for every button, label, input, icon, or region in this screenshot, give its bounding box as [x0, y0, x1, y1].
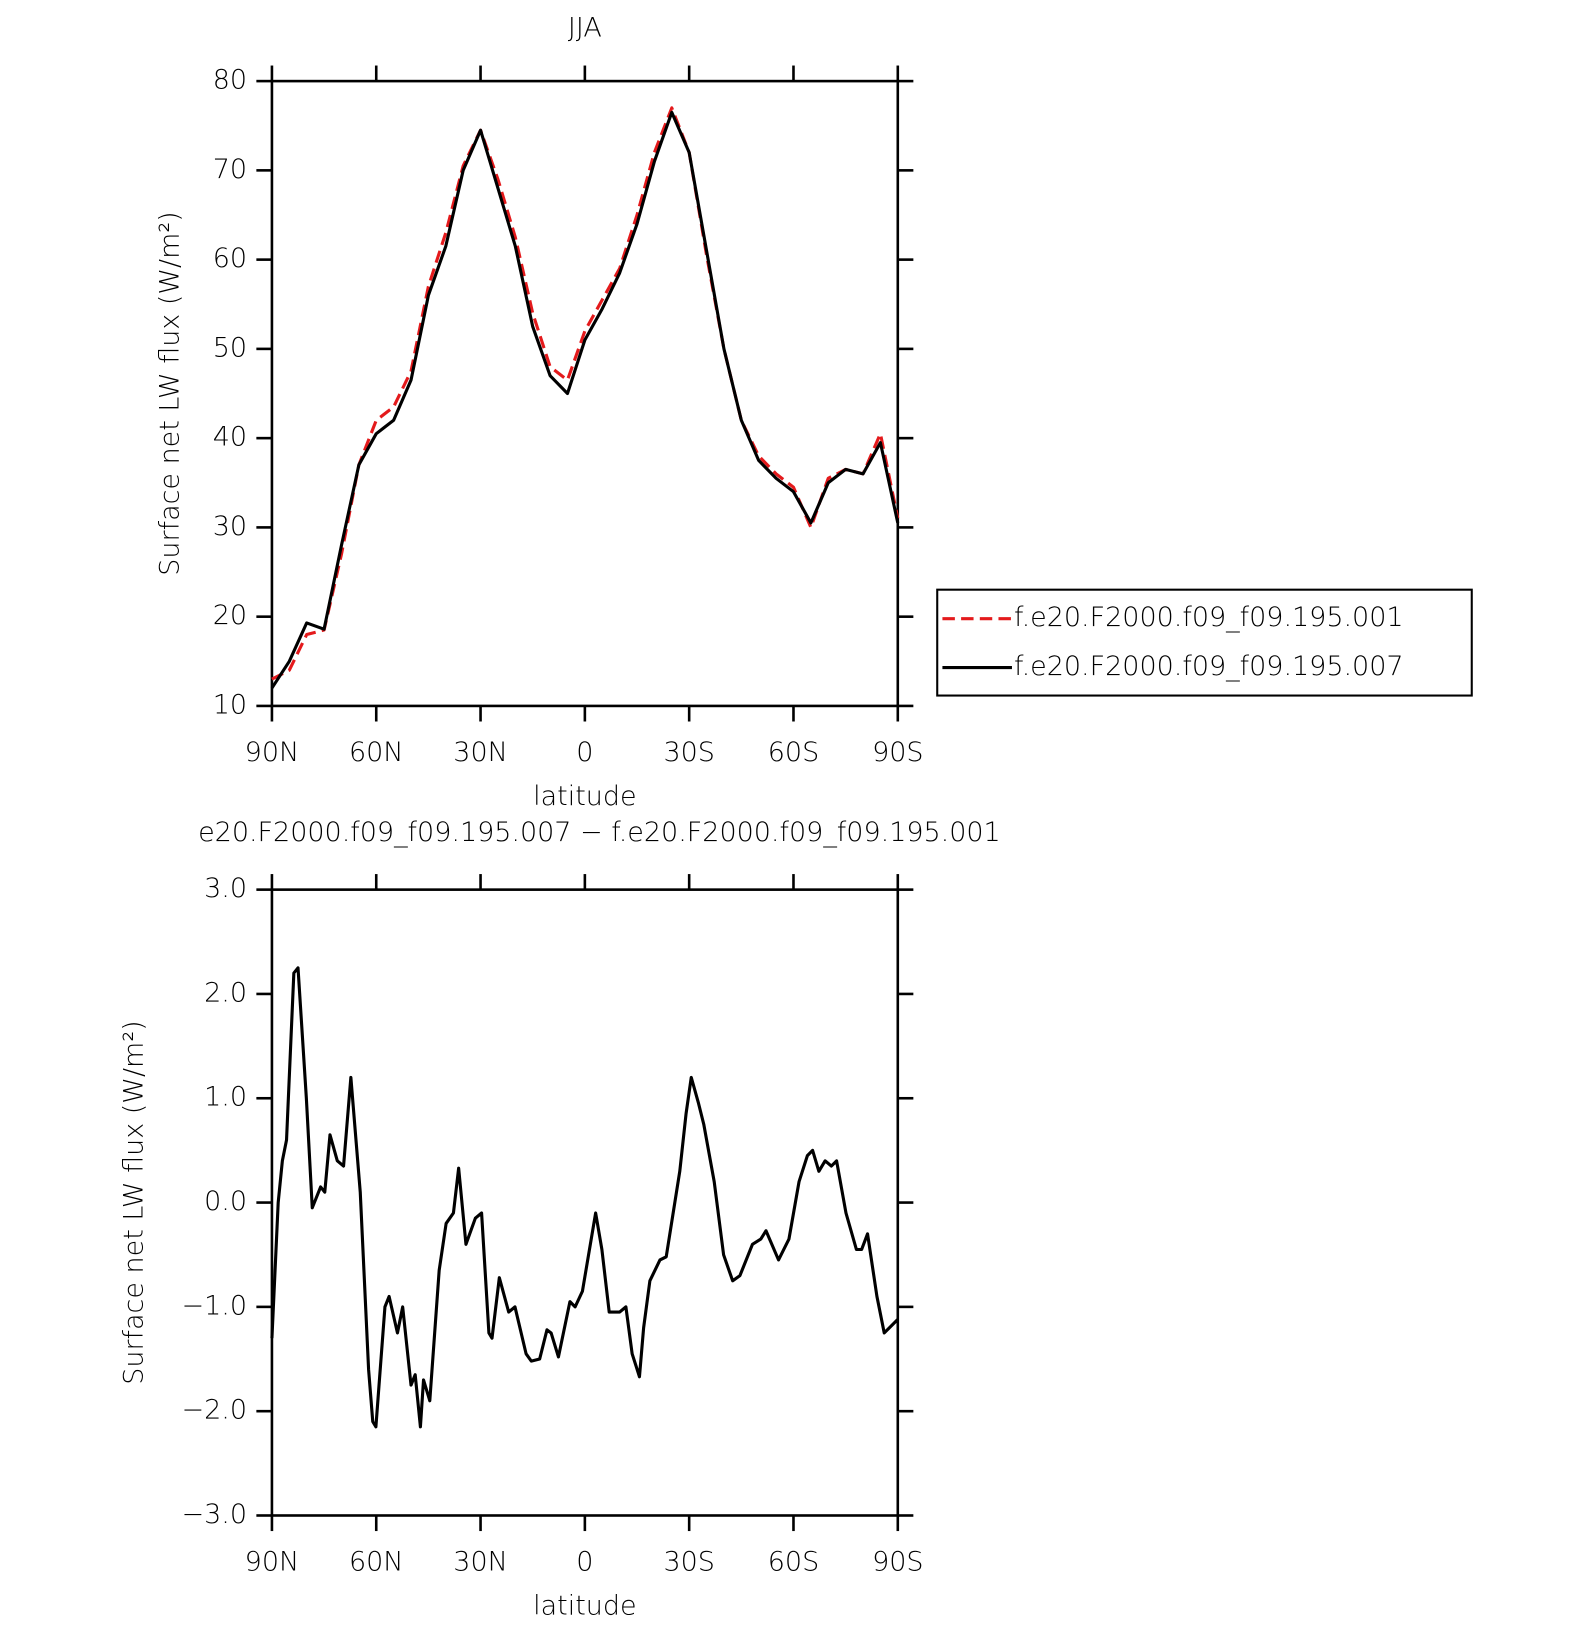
y-tick-label: 0.0 [204, 1186, 247, 1217]
y-tick-label: 1.0 [204, 1082, 247, 1113]
y-tick-label: 2.0 [204, 977, 247, 1008]
y-tick-label: 60 [213, 243, 247, 274]
x-tick-label: 30S [663, 1547, 714, 1578]
data-line [271, 106, 900, 681]
data-line [270, 110, 900, 689]
x-tick-label: 90N [245, 1547, 299, 1578]
x-axis-label: latitude [533, 781, 636, 812]
x-tick-label: 0 [576, 737, 593, 768]
y-tick-label: −3.0 [182, 1499, 248, 1530]
plot-frame [270, 888, 900, 1517]
x-tick-label: 30N [453, 1547, 507, 1578]
legend-label: f.e20.F2000.f09_f09.195.007 [1014, 651, 1404, 682]
x-tick-label: 60S [768, 1547, 819, 1578]
y-tick-label: −2.0 [182, 1395, 248, 1426]
x-tick-label: 30N [453, 737, 507, 768]
y-tick-label: 30 [213, 511, 247, 542]
chart-title: JJA [568, 13, 602, 44]
x-tick-label: 90N [245, 737, 299, 768]
x-tick-label: 90S [872, 1547, 923, 1578]
y-tick-label: −1.0 [182, 1290, 248, 1321]
x-tick-label: 60S [768, 737, 819, 768]
y-tick-label: 20 [213, 600, 247, 631]
legend-box [936, 588, 1473, 697]
y-axis-label: Surface net LW flux (W/m²) [118, 1020, 149, 1384]
y-tick-label: 10 [213, 689, 247, 720]
y-tick-label: 80 [213, 65, 247, 96]
x-axis-label: latitude [533, 1590, 636, 1621]
y-axis-label: Surface net LW flux (W/m²) [155, 211, 186, 575]
x-tick-label: 60N [349, 737, 403, 768]
x-tick-label: 0 [576, 1547, 593, 1578]
y-tick-label: 70 [213, 154, 247, 185]
y-tick-label: 40 [213, 422, 247, 453]
legend-label: f.e20.F2000.f09_f09.195.001 [1014, 602, 1404, 633]
y-tick-label: 50 [213, 332, 247, 363]
plot-frame [270, 79, 900, 708]
x-tick-label: 60N [349, 1547, 403, 1578]
chart-title: e20.F2000.f09_f09.195.007 − f.e20.F2000.… [198, 817, 1001, 848]
data-line [270, 966, 899, 1429]
y-tick-label: 3.0 [204, 873, 247, 904]
x-tick-label: 90S [872, 737, 923, 768]
x-tick-label: 30S [663, 737, 714, 768]
